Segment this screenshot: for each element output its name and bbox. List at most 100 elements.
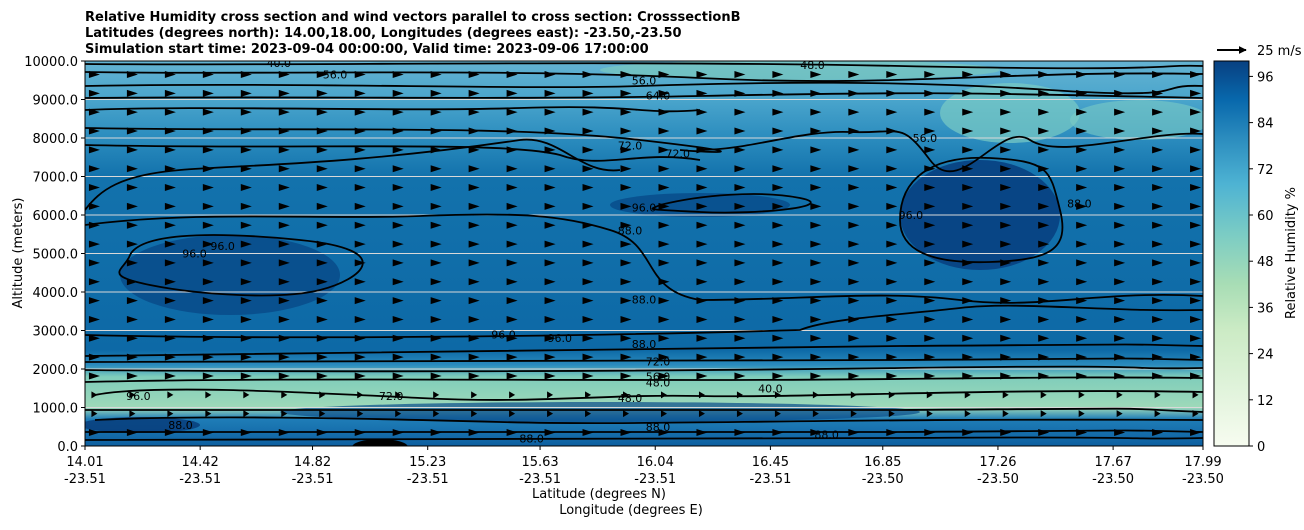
wind-arrow (88, 259, 100, 267)
contour-label: 88.0 (519, 432, 544, 445)
wind-arrow (1000, 429, 1012, 437)
wind-arrow (620, 89, 632, 97)
wind-arrow (240, 334, 252, 342)
wind-arrow (354, 334, 366, 342)
wind-arrow (620, 165, 632, 173)
x-tick-label-lon: -23.51 (634, 472, 676, 487)
wind-arrow (734, 127, 746, 135)
colorbar-ticks: 0 12 24 36 48 60 72 84 96 (1249, 70, 1274, 455)
wind-arrow (1000, 202, 1012, 210)
contour-line (85, 81, 1203, 95)
wind-arrow (468, 334, 480, 342)
wind-arrow (392, 372, 404, 380)
wind-arrow (1190, 127, 1202, 135)
wind-arrow (240, 240, 252, 248)
wind-arrow (926, 391, 933, 399)
wind-arrow (1038, 334, 1050, 342)
wind-arrow (1076, 165, 1088, 173)
wind-arrow (468, 70, 480, 78)
wind-arrow (772, 240, 784, 248)
wind-arrow (620, 259, 632, 267)
contour-label: 88.0 (646, 421, 671, 434)
wind-arrow (354, 297, 366, 305)
wind-arrow (962, 108, 974, 116)
wind-arrow (354, 202, 366, 210)
x-tick-label-lat: 16.85 (864, 455, 901, 470)
wind-arrow (1152, 429, 1164, 437)
wind-arrow (736, 410, 743, 418)
wind-arrow (202, 278, 214, 286)
wind-arrow (1000, 146, 1012, 154)
contour-label: 96.0 (632, 201, 657, 214)
wind-arrow (544, 429, 556, 437)
wind-arrow (848, 240, 860, 248)
wind-arrow (848, 70, 860, 78)
wind-arrow (658, 127, 670, 135)
wind-arrow (544, 108, 556, 116)
wind-arrow (316, 202, 328, 210)
wind-arrow (774, 391, 781, 399)
wind-arrow (278, 429, 290, 437)
wind-arrow (433, 410, 440, 418)
wind-arrow (582, 89, 594, 97)
wind-arrow (772, 372, 784, 380)
wind-arrow (1190, 146, 1202, 154)
wind-arrow (698, 391, 705, 399)
y-tick-label: 1000.0 (33, 402, 79, 417)
wind-arrow (810, 221, 822, 229)
wind-arrow (810, 70, 822, 78)
contour-line (85, 71, 1203, 82)
wind-arrow (810, 278, 822, 286)
wind-arrow (278, 70, 290, 78)
wind-arrow (582, 108, 594, 116)
wind-arrow (88, 315, 100, 323)
x-tick-label-lon: -23.50 (862, 472, 904, 487)
contour-label: 56.0 (646, 371, 671, 384)
wind-arrow (772, 221, 784, 229)
contour-label: 56.0 (913, 132, 938, 145)
wind-arrow (129, 391, 136, 399)
wind-arrow (1152, 259, 1164, 267)
wind-arrow (392, 89, 404, 97)
colorbar-label: Relative Humidity % (1284, 187, 1299, 319)
wind-arrow (1076, 372, 1088, 380)
wind-arrow (202, 259, 214, 267)
wind-arrow (468, 108, 480, 116)
wind-arrow (278, 240, 290, 248)
wind-arrow (924, 372, 936, 380)
wind-arrow (582, 202, 594, 210)
wind-arrow (582, 315, 594, 323)
wind-arrow (1152, 165, 1164, 173)
wind-arrow (240, 89, 252, 97)
wind-arrow (88, 429, 100, 437)
wind-arrow (772, 108, 784, 116)
contour-label: 88.0 (814, 428, 839, 441)
wind-arrow (696, 108, 708, 116)
wind-arrow (1076, 221, 1088, 229)
wind-arrow (734, 315, 746, 323)
wind-arrow (88, 184, 100, 192)
wind-arrow (1114, 297, 1126, 305)
wind-arrow (924, 108, 936, 116)
wind-arrow (1038, 278, 1050, 286)
wind-arrow (658, 202, 670, 210)
wind-arrow (734, 372, 746, 380)
wind-arrow (392, 315, 404, 323)
wind-arrow (658, 221, 670, 229)
wind-arrow (506, 372, 518, 380)
x-tick-label-lon: -23.51 (407, 472, 449, 487)
wind-arrow (202, 146, 214, 154)
wind-arrow (164, 353, 176, 361)
colorbar-gradient (1213, 60, 1250, 447)
wind-arrow (810, 429, 822, 437)
wind-arrow (88, 108, 100, 116)
wind-arrow (240, 202, 252, 210)
wind-arrow (544, 70, 556, 78)
contour-label: 88.0 (632, 338, 657, 351)
wind-arrow (582, 334, 594, 342)
wind-arrow (126, 429, 138, 437)
wind-arrow (430, 259, 442, 267)
wind-arrow (734, 240, 746, 248)
wind-arrow (1078, 410, 1085, 418)
wind-arrow (1114, 127, 1126, 135)
